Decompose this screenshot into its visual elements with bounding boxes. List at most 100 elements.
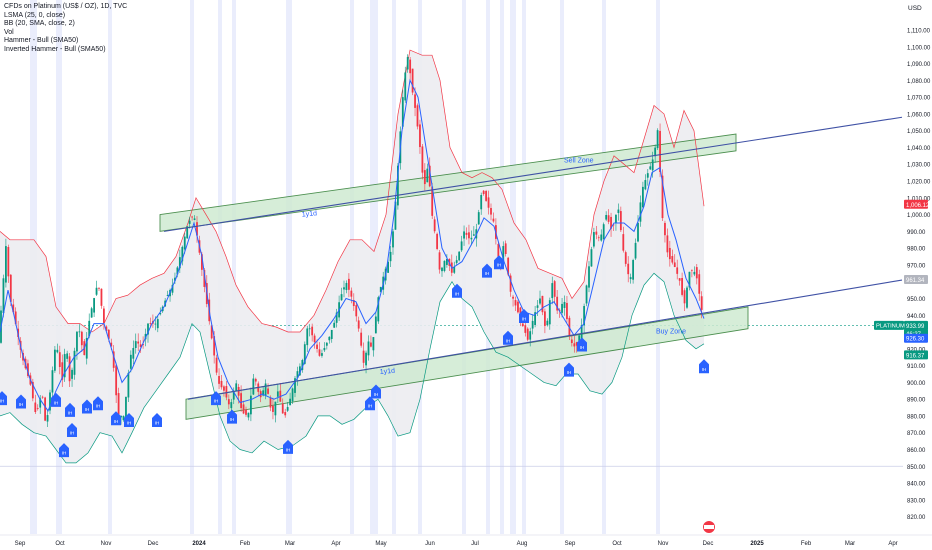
- y-tick-label: 1,040.00: [907, 146, 931, 152]
- ih-badge-label: IH: [114, 419, 119, 424]
- candle-body: [235, 383, 237, 390]
- ih-badge-label: IH: [0, 399, 4, 404]
- legend-inverted-hammer: Inverted Hammer - Bull (SMA50): [4, 46, 127, 55]
- candle-body: [407, 57, 409, 69]
- x-tick-label: Feb: [801, 541, 812, 547]
- candle-body: [37, 408, 39, 409]
- ih-badge-label: IH: [96, 404, 101, 409]
- y-tick-label: 990.00: [907, 230, 926, 236]
- candle-body: [588, 266, 590, 287]
- candle-body: [463, 231, 465, 238]
- y-tick-label: 980.00: [907, 247, 926, 253]
- candle-body: [608, 215, 610, 222]
- candle-body: [314, 336, 316, 342]
- ih-badge-label: IH: [506, 338, 511, 343]
- ih-badge: IH: [699, 359, 709, 373]
- candle-body: [522, 324, 524, 327]
- ih-badge-label: IH: [580, 345, 585, 350]
- candle-body: [546, 321, 548, 325]
- candle-body: [473, 234, 475, 235]
- candle-body: [292, 388, 294, 401]
- candle-body: [79, 331, 81, 332]
- highlight-band: [232, 0, 236, 534]
- price-tag-label: 961.34: [906, 278, 925, 284]
- y-tick-label: 1,110.00: [907, 29, 931, 35]
- y-tick-label: 820.00: [907, 515, 926, 521]
- x-tick-label: Mar: [845, 541, 855, 547]
- candle-body: [453, 267, 455, 273]
- candle-body: [375, 317, 377, 334]
- candle-body: [319, 349, 321, 355]
- candle-body: [632, 260, 634, 280]
- ih-badge-label: IH: [286, 447, 291, 452]
- candle-body: [44, 398, 46, 421]
- candle-body: [417, 105, 419, 126]
- legend-title: CFDs on Platinum (US$ / OZ), 1D, TVC: [4, 3, 127, 12]
- candle-body: [267, 388, 269, 393]
- candle-body: [324, 348, 326, 350]
- candle-body: [71, 370, 73, 379]
- candle-body: [333, 323, 335, 328]
- candle-body: [627, 264, 629, 274]
- candle-body: [426, 169, 428, 183]
- candle-body: [647, 173, 649, 177]
- candle-body: [245, 410, 247, 415]
- candle-body: [468, 232, 470, 238]
- candle-body: [346, 283, 348, 290]
- highlight-band: [108, 0, 112, 534]
- candle-body: [150, 323, 152, 324]
- y-tick-label: 910.00: [907, 364, 926, 370]
- candle-body: [605, 215, 607, 220]
- candle-body: [598, 237, 600, 238]
- y-tick-label: 850.00: [907, 465, 926, 471]
- x-tick-label: Sep: [15, 541, 26, 547]
- symbol-tag-label: PLATINUM: [876, 324, 905, 330]
- y-tick-label: 1,050.00: [907, 129, 931, 135]
- candle-body: [69, 356, 71, 381]
- legend-bb: BB (20, SMA, close, 2): [4, 20, 127, 29]
- candle-body: [436, 234, 438, 249]
- ih-badge-label: IH: [230, 417, 235, 422]
- candle-body: [368, 341, 370, 355]
- ih-badge-label: IH: [485, 271, 490, 276]
- x-tick-label: Nov: [101, 541, 112, 547]
- ih-badge-label: IH: [62, 451, 67, 456]
- candle-body: [649, 166, 651, 169]
- candle-body: [485, 191, 487, 201]
- candle-body: [125, 397, 127, 418]
- x-tick-label: Mar: [285, 541, 295, 547]
- candle-body: [341, 294, 343, 300]
- candle-body: [5, 246, 7, 282]
- candle-body: [287, 407, 289, 411]
- candle-body: [52, 370, 54, 392]
- candle-body: [103, 309, 105, 323]
- candle-body: [679, 278, 681, 281]
- ih-badge-label: IH: [85, 407, 90, 412]
- candle-body: [480, 195, 482, 209]
- candle-body: [370, 343, 372, 347]
- candle-body: [289, 399, 291, 405]
- candle-body: [434, 219, 436, 231]
- candle-body: [3, 278, 5, 313]
- ih-badge-label: IH: [19, 402, 24, 407]
- y-tick-label: 1,070.00: [907, 96, 931, 102]
- candle-body: [652, 159, 654, 170]
- legend-vol: Vol: [4, 29, 127, 38]
- candle-body: [98, 288, 100, 289]
- candle-body: [101, 289, 103, 306]
- candle-body: [566, 303, 568, 319]
- candle-body: [7, 247, 9, 276]
- legend-lsma: LSMA (25, 0, close): [4, 12, 127, 21]
- candle-body: [618, 210, 620, 213]
- x-tick-label: Dec: [703, 541, 714, 547]
- price-tag-label: 926.30: [906, 337, 925, 343]
- channel-label-top: 1y1d: [302, 210, 318, 218]
- candle-body: [659, 131, 661, 172]
- candle-body: [471, 238, 473, 240]
- candle-body: [404, 72, 406, 100]
- candle-body: [529, 331, 531, 339]
- candle-body: [684, 290, 686, 303]
- candle-body: [270, 398, 272, 408]
- candle-body: [600, 235, 602, 241]
